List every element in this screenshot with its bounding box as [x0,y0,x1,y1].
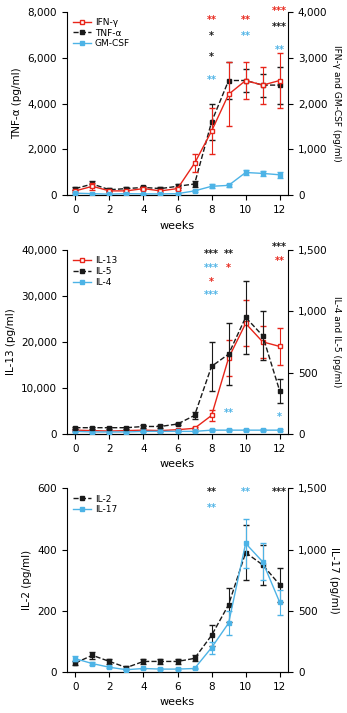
Text: ***: *** [204,249,219,259]
Text: *: * [277,412,282,422]
Text: ***: *** [204,263,219,273]
Text: **: ** [223,408,234,418]
Text: ***: *** [272,6,287,16]
Text: ***: *** [272,242,287,252]
Legend: IL-2, IL-17: IL-2, IL-17 [71,493,119,516]
Legend: IFN-γ, TNF-α, GM-CSF: IFN-γ, TNF-α, GM-CSF [71,16,132,50]
Text: **: ** [275,256,285,266]
X-axis label: weeks: weeks [160,697,195,707]
Text: *: * [209,52,214,62]
Text: *: * [226,263,231,273]
Text: **: ** [206,488,217,498]
Y-axis label: IL-13 (pg/ml): IL-13 (pg/ml) [6,309,16,375]
Y-axis label: IL-17 (pg/ml): IL-17 (pg/ml) [329,547,339,614]
Text: ***: *** [272,22,287,32]
Y-axis label: IL-2 (pg/ml): IL-2 (pg/ml) [22,550,32,610]
Legend: IL-13, IL-5, IL-4: IL-13, IL-5, IL-4 [71,255,119,289]
Text: **: ** [206,15,217,26]
Text: *: * [209,277,214,287]
X-axis label: weeks: weeks [160,459,195,469]
Text: ***: *** [204,290,219,300]
Text: **: ** [275,45,285,55]
Text: **: ** [223,249,234,259]
X-axis label: weeks: weeks [160,221,195,231]
Text: *: * [209,31,214,41]
Y-axis label: IL-4 and IL-5 (pg/ml): IL-4 and IL-5 (pg/ml) [332,296,341,388]
Text: **: ** [240,15,251,26]
Text: **: ** [240,488,251,498]
Y-axis label: TNF-α (pg/ml): TNF-α (pg/ml) [12,68,22,139]
Text: **: ** [240,31,251,41]
Y-axis label: IFN-γ and GM-CSF (pg/ml): IFN-γ and GM-CSF (pg/ml) [332,45,341,162]
Text: ***: *** [272,488,287,498]
Text: **: ** [206,503,217,513]
Text: **: ** [206,75,217,85]
